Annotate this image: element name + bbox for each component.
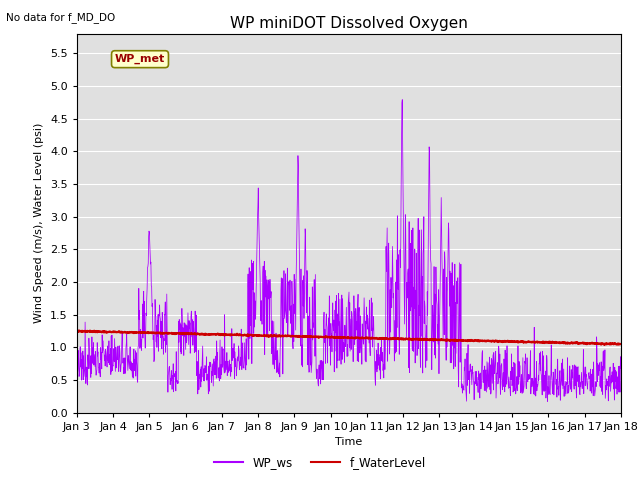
Text: No data for f_MD_DO: No data for f_MD_DO bbox=[6, 12, 116, 23]
X-axis label: Time: Time bbox=[335, 437, 362, 447]
Legend: WP_ws, f_WaterLevel: WP_ws, f_WaterLevel bbox=[209, 452, 431, 474]
Y-axis label: Wind Speed (m/s), Water Level (psi): Wind Speed (m/s), Water Level (psi) bbox=[35, 123, 44, 324]
Text: WP_met: WP_met bbox=[115, 54, 165, 64]
Title: WP miniDOT Dissolved Oxygen: WP miniDOT Dissolved Oxygen bbox=[230, 16, 468, 31]
